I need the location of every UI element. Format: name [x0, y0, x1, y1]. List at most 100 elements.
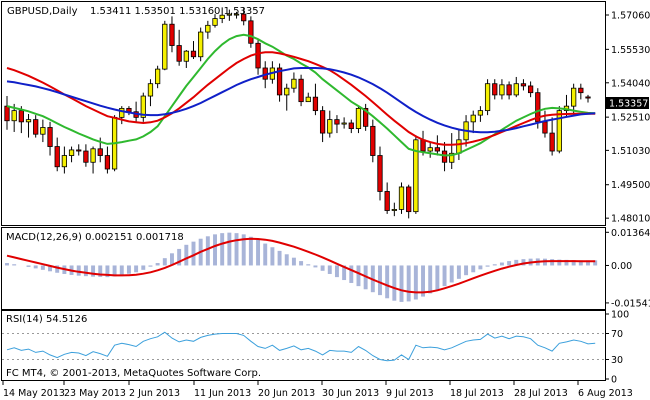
candle — [384, 182, 390, 214]
candle — [155, 65, 161, 89]
candle-body — [456, 139, 462, 154]
candle-body — [183, 50, 189, 62]
moving-average-line-ma-mid — [6, 51, 596, 146]
candle — [434, 135, 440, 156]
time-tick-label: 2 Jun 2013 — [129, 388, 180, 399]
candle-body — [319, 110, 326, 134]
candle — [90, 146, 96, 174]
candle — [68, 146, 75, 163]
rsi-plot — [2, 331, 605, 362]
candle — [276, 63, 283, 102]
candle-body — [169, 23, 175, 46]
rsi-line — [6, 331, 596, 362]
time-tick-label: 9 Jul 2013 — [386, 388, 434, 399]
price-tick-label: 1.54040 — [611, 78, 650, 89]
time-tick-label: 28 Jul 2013 — [514, 388, 568, 399]
candle — [312, 83, 319, 116]
axes: 1.57060 1.55530 1.54040 1.52510 1.51030 1.495… — [2, 11, 650, 399]
candle-body — [406, 186, 412, 213]
candle — [513, 76, 519, 98]
candle-body — [499, 84, 505, 96]
candle — [169, 16, 175, 53]
candle-body — [233, 13, 240, 16]
candle — [363, 103, 369, 131]
candle — [226, 9, 232, 21]
time-tick-label: 6 Aug 2013 — [578, 388, 633, 399]
price-plot — [4, 7, 596, 219]
time-tick-label: 18 Jul 2013 — [450, 388, 504, 399]
time-tick-label: 14 May 2013 — [3, 388, 65, 399]
candle — [248, 16, 254, 48]
candle — [183, 50, 189, 68]
candle-body — [506, 84, 512, 96]
symbol-label: GBPUSD,Daily — [7, 6, 78, 17]
candle-body — [441, 150, 448, 163]
candle-body — [119, 107, 125, 118]
candle — [119, 106, 125, 125]
candle-body — [68, 149, 75, 156]
candle — [54, 137, 60, 172]
candle-body — [391, 209, 397, 211]
candle-body — [327, 119, 333, 134]
candle-body — [427, 147, 433, 152]
candle — [578, 83, 584, 100]
candle-body — [190, 50, 197, 58]
candle — [520, 79, 527, 91]
candle-body — [205, 24, 211, 33]
candle — [527, 81, 534, 98]
candle-body — [61, 155, 68, 168]
candle-body — [155, 68, 161, 85]
candle-body — [520, 83, 527, 87]
macd-tick-label: -0.01541 — [611, 298, 650, 309]
candle — [291, 72, 297, 93]
candle — [319, 106, 326, 143]
candle-body — [176, 45, 182, 62]
candle — [47, 121, 53, 156]
rsi-tick-label: 0 — [611, 375, 617, 386]
candle — [355, 106, 362, 134]
macd-label: MACD(12,26,9) 0.002151 0.001718 — [6, 232, 184, 243]
candle-body — [384, 191, 390, 211]
macd-plot — [5, 232, 598, 302]
candle — [147, 79, 154, 107]
macd-tick-label: 0.00 — [611, 261, 632, 272]
price-tick-label: 1.51030 — [611, 146, 650, 157]
candle-body — [97, 148, 103, 156]
candle-body — [527, 85, 534, 94]
last-price-label: 1.53357 — [609, 99, 648, 110]
candle-body — [334, 119, 340, 125]
moving-average-line-ma-slow — [6, 67, 596, 134]
candle — [18, 106, 24, 134]
time-tick-label: 23 May 2013 — [64, 388, 126, 399]
candle-body — [4, 105, 10, 122]
candle-body — [470, 114, 476, 123]
candle-body — [18, 110, 24, 123]
candle — [413, 135, 419, 214]
macd-signal-line — [6, 237, 596, 294]
candle-body — [219, 14, 225, 19]
rsi-tick-label: 100 — [611, 310, 629, 321]
candle — [549, 117, 555, 156]
candle — [334, 115, 340, 134]
candle-body — [434, 147, 440, 152]
candle — [391, 202, 397, 217]
candle — [25, 114, 32, 138]
candle — [198, 27, 204, 62]
candle-body — [284, 87, 290, 96]
candle — [506, 81, 512, 100]
candle — [83, 144, 89, 167]
time-tick-label: 20 Jun 2013 — [258, 388, 315, 399]
candle — [284, 83, 290, 111]
candle-body — [248, 20, 254, 44]
candle-body — [341, 122, 347, 125]
rsi-label: RSI(14) 54.5126 — [6, 314, 87, 325]
ohlc-label: 1.53411 1.53501 1.53160 1.53357 — [90, 6, 265, 17]
candle-body — [47, 127, 53, 147]
candle-body — [578, 87, 584, 94]
candle — [140, 92, 146, 122]
candle — [398, 182, 405, 214]
candle — [441, 142, 448, 172]
candle — [212, 14, 218, 28]
